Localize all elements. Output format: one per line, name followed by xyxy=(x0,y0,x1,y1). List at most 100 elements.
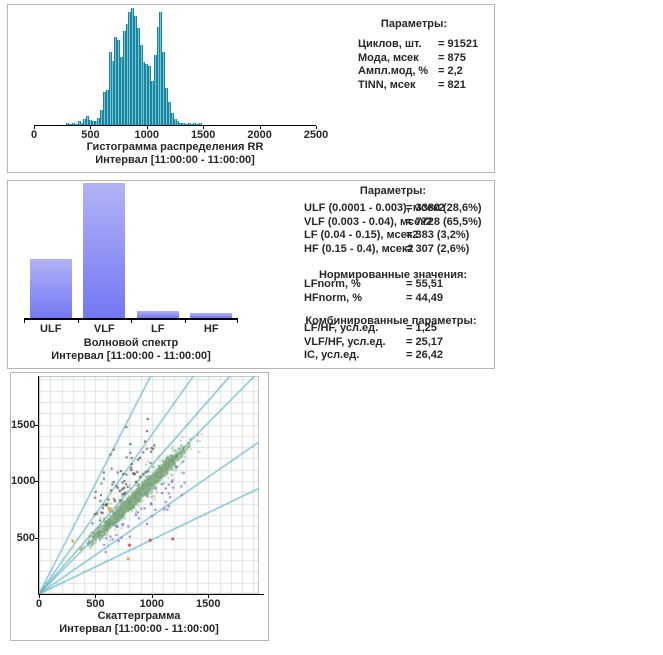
x-tick-label: 500 xyxy=(86,598,105,610)
x-tick-label: 1500 xyxy=(195,598,221,610)
hist-bar xyxy=(91,121,95,125)
hist-bar xyxy=(131,8,135,125)
spectrum-bar-ulf xyxy=(29,259,72,318)
param-value: = 821 xyxy=(438,78,466,91)
param-value: = 25,17 xyxy=(406,335,444,348)
x-tick-mark xyxy=(146,126,148,129)
param-label: LF (0.04 - 0.15), мсек2 xyxy=(304,229,419,242)
param-label: ULF (0.0001 - 0.003), мсек2 xyxy=(304,202,445,214)
hist-bar xyxy=(179,123,183,125)
x-tick-mark xyxy=(237,320,238,323)
y-tick-label: 1000 xyxy=(11,475,36,488)
spectrum-bar-vlf xyxy=(83,183,126,318)
param-value: = 2,2 xyxy=(438,65,463,77)
hist-bar xyxy=(162,52,166,125)
category-label: VLF xyxy=(93,323,115,335)
spectrum-plot xyxy=(8,181,258,321)
x-tick-mark xyxy=(131,320,132,323)
category-label: HF xyxy=(203,323,219,335)
x-tick-mark xyxy=(208,595,210,598)
hist-bar xyxy=(66,123,70,125)
param-label: HFnorm, % xyxy=(304,291,363,304)
x-tick-label: 0 xyxy=(35,598,43,610)
scattergram-canvas xyxy=(39,376,259,594)
hist-bar xyxy=(165,88,169,125)
hist-bar xyxy=(111,61,115,125)
scattergram-x-axis xyxy=(38,594,264,595)
param-value: = 7728 (65,5%) xyxy=(406,215,482,228)
y-tick-mark xyxy=(35,537,38,539)
hist-bar xyxy=(181,123,185,125)
hist-bar xyxy=(142,62,146,125)
hist-bar xyxy=(80,123,84,125)
hist-bar xyxy=(74,124,78,125)
hist-bar xyxy=(88,120,92,125)
hist-bar xyxy=(153,55,157,125)
x-tick-mark xyxy=(24,320,25,323)
param-label: Циклов, шт. xyxy=(358,38,422,50)
hist-bar xyxy=(148,66,152,125)
hist-bar xyxy=(136,28,140,125)
category-label: LF xyxy=(151,323,165,335)
param-label: Ампл.мод, % xyxy=(358,65,429,77)
histogram-panel: 0 500 1000 1500 2000 2500 Гистограмма распред… xyxy=(7,4,495,173)
param-label: VLF/HF, усл.ед. xyxy=(304,335,386,348)
y-tick-mark xyxy=(35,481,38,483)
hist-bar xyxy=(193,123,197,125)
hist-bar xyxy=(145,64,149,125)
param-value: = 44,49 xyxy=(406,291,444,304)
hist-bar xyxy=(196,124,200,125)
histogram-params-header: Параметры: xyxy=(380,18,448,30)
scattergram-subtitle: Интервал [11:00:00 - 11:00:00] xyxy=(59,623,219,635)
spectrum-x-axis xyxy=(24,318,238,320)
hist-bar xyxy=(190,124,194,125)
hist-bar xyxy=(159,12,163,125)
y-tick-mark xyxy=(35,424,38,426)
x-tick-mark xyxy=(34,126,35,129)
hist-bar xyxy=(198,123,202,125)
spectrum-combined-header: Комбинированные параметры: xyxy=(305,315,477,327)
param-value: = 875 xyxy=(438,51,466,64)
histogram-plot xyxy=(8,5,494,126)
spectrum-norm-header: Нормированные значения: xyxy=(318,269,468,281)
param-label: TINN, мсек xyxy=(358,78,416,91)
x-tick-label: 1000 xyxy=(139,598,165,610)
x-tick-label: 1500 xyxy=(190,129,216,141)
param-value: = 55,51 xyxy=(406,278,444,290)
param-label: Мода, мсек xyxy=(358,51,419,64)
param-label: VLF (0.003 - 0.04), мсек2 xyxy=(304,215,432,228)
spectrum-panel: ULF VLF LF HF Волновой спектр Интервал [11:… xyxy=(7,180,495,369)
spectrum-bar-hf xyxy=(190,313,233,318)
param-value: = 26,42 xyxy=(406,349,444,361)
param-value: = 1,25 xyxy=(406,322,437,334)
param-label: LFnorm, % xyxy=(304,278,361,290)
x-tick-label: 0 xyxy=(30,129,38,141)
hist-bar xyxy=(114,37,118,125)
spectrum-title: Волновой спектр xyxy=(83,337,179,349)
histogram-x-axis xyxy=(34,125,316,126)
param-value: = 383 (3,2%) xyxy=(406,229,470,242)
hist-bar xyxy=(167,102,171,125)
hist-bar xyxy=(122,31,126,125)
hist-bar xyxy=(117,40,121,125)
param-label: HF (0.15 - 0.4), мсек2 xyxy=(304,243,414,256)
category-label: ULF xyxy=(40,323,62,335)
hist-bar xyxy=(83,119,87,125)
hist-bar xyxy=(173,119,177,125)
hist-bar xyxy=(150,81,154,125)
x-tick-mark xyxy=(203,126,205,129)
x-tick-label: 2500 xyxy=(303,129,329,141)
hist-bar xyxy=(108,52,112,125)
x-tick-label: 500 xyxy=(81,129,100,141)
y-tick-label: 500 xyxy=(16,531,35,544)
hist-bar xyxy=(170,113,174,125)
scattergram-y-axis xyxy=(38,376,39,594)
x-tick-mark xyxy=(77,320,79,323)
hist-bar xyxy=(69,124,73,125)
x-tick-mark xyxy=(259,126,261,129)
hist-bar xyxy=(176,121,180,125)
histogram-subtitle: Интервал [11:00:00 - 11:00:00] xyxy=(95,154,255,166)
hist-bar xyxy=(156,27,160,125)
x-tick-mark xyxy=(90,126,92,129)
